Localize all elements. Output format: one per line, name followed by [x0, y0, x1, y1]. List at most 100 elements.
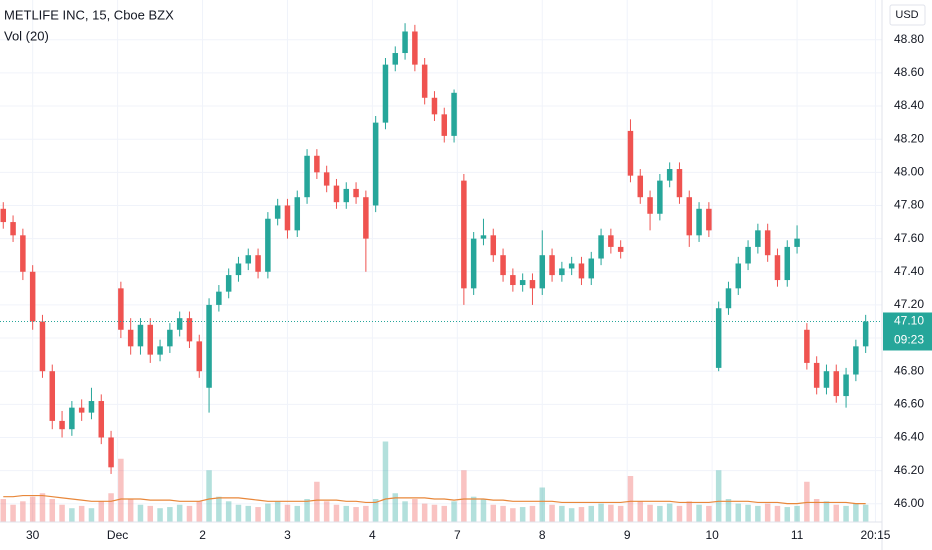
volume-bar: [529, 505, 536, 522]
candle-body: [10, 222, 16, 236]
candle-body: [176, 318, 183, 330]
volume-bar: [274, 501, 281, 522]
candle-body: [20, 235, 26, 272]
volume-bar: [127, 499, 134, 522]
volume-bar: [118, 458, 124, 522]
candle-body: [578, 263, 585, 279]
volume-bar: [774, 505, 781, 522]
x-tick-label: 9: [624, 528, 631, 542]
candle-body: [98, 401, 105, 438]
volume-bar: [196, 501, 203, 522]
volume-bar: [372, 499, 379, 522]
currency-badge[interactable]: [889, 4, 926, 26]
candle-body: [735, 263, 742, 289]
y-tick-label: 47.60: [894, 231, 924, 245]
volume-bar: [598, 503, 604, 522]
candle-body: [784, 246, 791, 281]
currency: USD: [895, 9, 918, 21]
volume-bar: [735, 503, 742, 522]
volume-bar: [176, 504, 183, 522]
volume-bar: [206, 470, 212, 522]
volume-bar: [627, 476, 634, 522]
candle-body: [274, 205, 281, 219]
volume-bar: [0, 499, 7, 522]
candle-body: [843, 374, 849, 397]
volume-bar: [382, 441, 389, 522]
volume-bar: [617, 505, 624, 522]
candle-body: [764, 230, 771, 256]
volume-bar: [706, 505, 712, 522]
y-tick-label: 48.80: [894, 32, 924, 46]
candle-body: [294, 197, 301, 231]
volume-bar: [784, 507, 791, 522]
volume-bar: [637, 501, 644, 522]
volume-bar: [39, 493, 46, 522]
x-tick-label: 3: [284, 528, 291, 542]
volume-bar: [480, 499, 487, 522]
y-tick-label: 48.40: [894, 98, 924, 112]
volume-bar: [519, 507, 526, 522]
candle-body: [853, 346, 859, 375]
volume-bar: [578, 507, 585, 522]
candle-body: [510, 275, 516, 286]
volume-bar: [265, 503, 271, 522]
volume-bar: [559, 505, 565, 522]
axes: 46.0046.2046.4046.6046.8047.0047.2047.40…: [26, 32, 932, 542]
candle-body: [657, 180, 663, 214]
candle-body: [666, 169, 673, 181]
volume-bar: [451, 501, 457, 522]
volume-bar: [666, 503, 673, 522]
candle-body: [696, 208, 702, 236]
candle-body: [235, 263, 242, 276]
volume-bar: [49, 499, 56, 522]
candle-body: [813, 362, 820, 388]
candle-body: [147, 324, 154, 355]
candle-body: [823, 371, 830, 388]
volume-bar: [402, 501, 408, 522]
candle-body: [402, 31, 408, 54]
candle-body: [412, 31, 418, 65]
volume-bar: [323, 501, 330, 522]
volume-bar: [588, 505, 595, 522]
candle-body: [568, 263, 575, 269]
volume-bar: [353, 507, 359, 522]
candle-body: [451, 92, 457, 136]
candle-body: [29, 271, 36, 322]
y-tick-label: 47.20: [894, 297, 924, 311]
candle-body: [88, 401, 95, 413]
candle-body: [539, 255, 546, 289]
volume-bar: [294, 505, 301, 522]
candle-body: [186, 318, 193, 342]
chart-title: METLIFE INC, 15, Cboe BZX: [4, 7, 174, 22]
x-tick-label: 7: [454, 528, 461, 542]
candle-body: [725, 288, 732, 309]
y-tick-label: 47.80: [894, 198, 924, 212]
candle-body: [382, 64, 389, 123]
volume-bar: [59, 504, 65, 522]
candle-body: [706, 208, 712, 231]
candle-body: [715, 308, 722, 368]
candle-body: [676, 169, 683, 198]
volume-bar: [539, 487, 546, 522]
candle-body: [78, 407, 85, 413]
candle-body: [461, 180, 467, 289]
candle-body: [794, 238, 800, 247]
candle-body: [480, 235, 487, 239]
volume-bar: [764, 503, 771, 522]
candle-body: [304, 155, 310, 198]
candle-body: [137, 324, 144, 347]
volume-bar: [421, 503, 428, 522]
candle-body: [314, 155, 320, 173]
candle-body: [637, 175, 644, 198]
candle-body: [323, 172, 330, 186]
candle-body: [559, 268, 565, 276]
volume-title: Vol (20): [4, 28, 49, 43]
y-tick-label: 46.80: [894, 363, 924, 377]
candle-body: [804, 329, 810, 363]
candle-body: [470, 238, 477, 289]
candle-body: [627, 130, 634, 176]
candle-body: [500, 255, 506, 276]
candle-body: [49, 371, 56, 421]
candle-body: [441, 114, 448, 136]
y-tick-label: 46.20: [894, 463, 924, 477]
